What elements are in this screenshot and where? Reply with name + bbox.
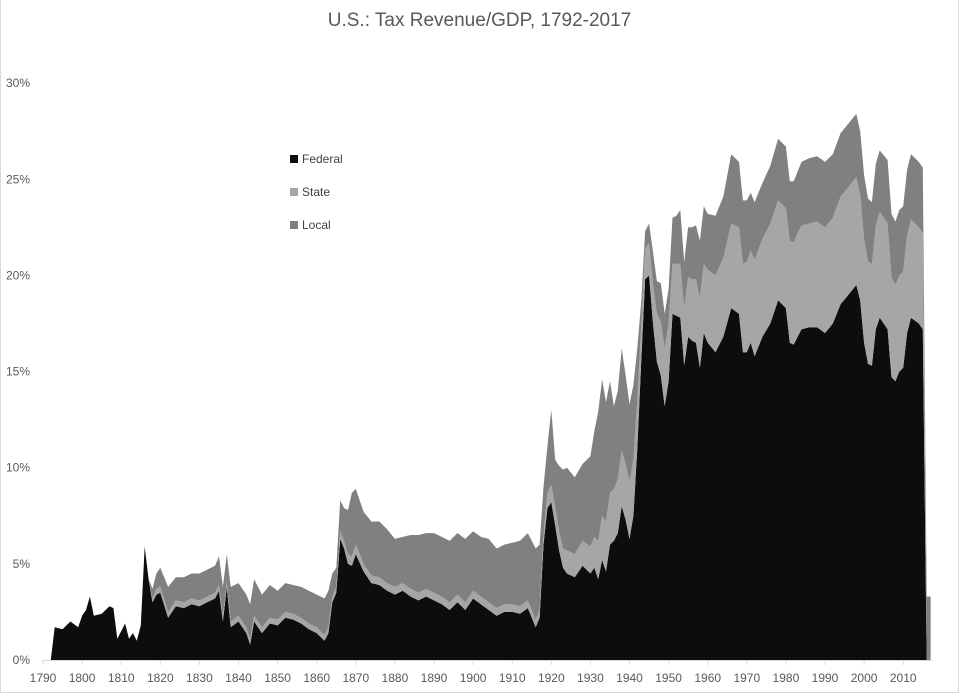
x-tick-label: 1860: [303, 671, 330, 685]
legend: Federal State Local: [290, 142, 343, 241]
x-tick-label: 2010: [890, 671, 917, 685]
x-tick-label: 1990: [812, 671, 839, 685]
legend-item-local: Local: [290, 208, 343, 241]
x-tick-label: 1870: [342, 671, 369, 685]
x-tick-label: 1810: [108, 671, 135, 685]
y-tick-label: 15%: [6, 365, 30, 379]
x-tick-label: 1980: [773, 671, 800, 685]
x-tick-label: 1950: [655, 671, 682, 685]
x-tick-label: 1830: [186, 671, 213, 685]
legend-swatch-state: [290, 187, 298, 196]
stacked-areas: [50, 113, 931, 661]
x-tick-label: 1910: [499, 671, 526, 685]
chart-title: U.S.: Tax Revenue/GDP, 1792-2017: [327, 10, 632, 31]
x-tick-label: 2000: [851, 671, 878, 685]
y-tick-label: 0%: [13, 653, 31, 667]
x-tick-label: 1800: [69, 671, 96, 685]
legend-swatch-federal: [290, 154, 298, 163]
legend-item-federal: Federal: [290, 142, 343, 175]
x-tick-label: 1940: [616, 671, 643, 685]
legend-label-federal: Federal: [302, 151, 343, 166]
legend-label-local: Local: [302, 217, 331, 232]
area-state: [50, 177, 931, 661]
area-local: [50, 113, 931, 660]
x-tick-label: 1880: [382, 671, 409, 685]
y-tick-label: 10%: [6, 461, 30, 475]
x-tick-label: 1850: [264, 671, 291, 685]
x-tick-label: 1840: [225, 671, 252, 685]
y-tick-label: 5%: [13, 557, 31, 571]
x-tick-label: 1970: [733, 671, 760, 685]
x-tick-label: 1960: [694, 671, 721, 685]
x-tick-label: 1920: [538, 671, 565, 685]
y-tick-label: 25%: [6, 172, 30, 186]
x-tick-label: 1890: [421, 671, 448, 685]
legend-item-state: State: [290, 175, 343, 208]
x-tick-label: 1930: [577, 671, 604, 685]
y-tick-label: 20%: [6, 268, 30, 282]
axes: 1790 1800 1810 1820 1830 1840 1850 1860 1870 1880…: [6, 76, 933, 685]
area-federal: [50, 275, 931, 660]
x-tick-label: 1820: [147, 671, 174, 685]
legend-label-state: State: [302, 184, 331, 199]
x-tick-label: 1790: [30, 671, 57, 685]
y-tick-label: 30%: [6, 76, 30, 90]
x-tick-label: 1900: [460, 671, 487, 685]
legend-swatch-local: [290, 220, 298, 229]
